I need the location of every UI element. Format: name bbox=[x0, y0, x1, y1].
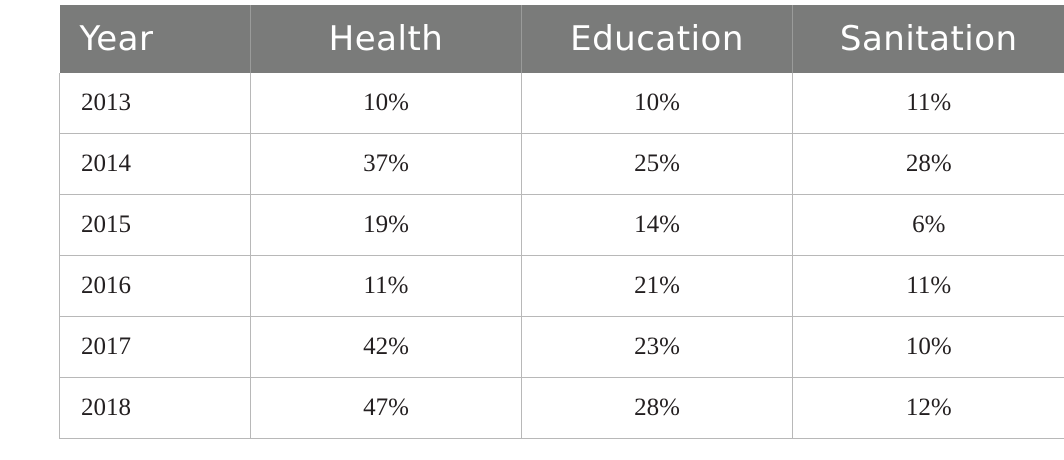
table-row: 2014 37% 25% 28% bbox=[59, 133, 1064, 195]
cell-education: 14% bbox=[521, 194, 793, 256]
table-row: 2018 47% 28% 12% bbox=[59, 377, 1064, 439]
cell-sanitation: 28% bbox=[792, 133, 1064, 195]
cell-sanitation: 10% bbox=[792, 316, 1064, 378]
cell-year: 2015 bbox=[59, 194, 251, 256]
table-row: 2017 42% 23% 10% bbox=[59, 316, 1064, 378]
table-row: 2013 10% 10% 11% bbox=[59, 73, 1064, 134]
cell-sanitation: 12% bbox=[792, 377, 1064, 439]
cell-education: 25% bbox=[521, 133, 793, 195]
header-health: Health bbox=[250, 5, 522, 73]
cell-sanitation: 6% bbox=[792, 194, 1064, 256]
table-row: 2015 19% 14% 6% bbox=[59, 194, 1064, 256]
cell-sanitation: 11% bbox=[792, 255, 1064, 317]
header-sanitation: Sanitation bbox=[792, 5, 1064, 73]
cell-health: 11% bbox=[250, 255, 522, 317]
table-body: 2013 10% 10% 11% 2014 37% 25% 28% 2015 1… bbox=[59, 73, 1064, 439]
cell-education: 10% bbox=[521, 73, 793, 134]
cell-health: 42% bbox=[250, 316, 522, 378]
cell-education: 28% bbox=[521, 377, 793, 439]
cell-year: 2017 bbox=[59, 316, 251, 378]
header-year: Year bbox=[59, 5, 251, 73]
cell-education: 21% bbox=[521, 255, 793, 317]
header-row: Year Health Education Sanitation bbox=[59, 5, 1064, 73]
cell-year: 2013 bbox=[59, 73, 251, 134]
table-row: 2016 11% 21% 11% bbox=[59, 255, 1064, 317]
cell-education: 23% bbox=[521, 316, 793, 378]
header-education: Education bbox=[521, 5, 793, 73]
cell-year: 2018 bbox=[59, 377, 251, 439]
table-header: Year Health Education Sanitation bbox=[59, 5, 1064, 73]
cell-health: 37% bbox=[250, 133, 522, 195]
cell-health: 47% bbox=[250, 377, 522, 439]
cell-health: 10% bbox=[250, 73, 522, 134]
cell-year: 2014 bbox=[59, 133, 251, 195]
data-table-container: Year Health Education Sanitation 2013 10… bbox=[59, 5, 1064, 439]
cell-health: 19% bbox=[250, 194, 522, 256]
cell-year: 2016 bbox=[59, 255, 251, 317]
data-table: Year Health Education Sanitation 2013 10… bbox=[59, 5, 1064, 439]
cell-sanitation: 11% bbox=[792, 73, 1064, 134]
